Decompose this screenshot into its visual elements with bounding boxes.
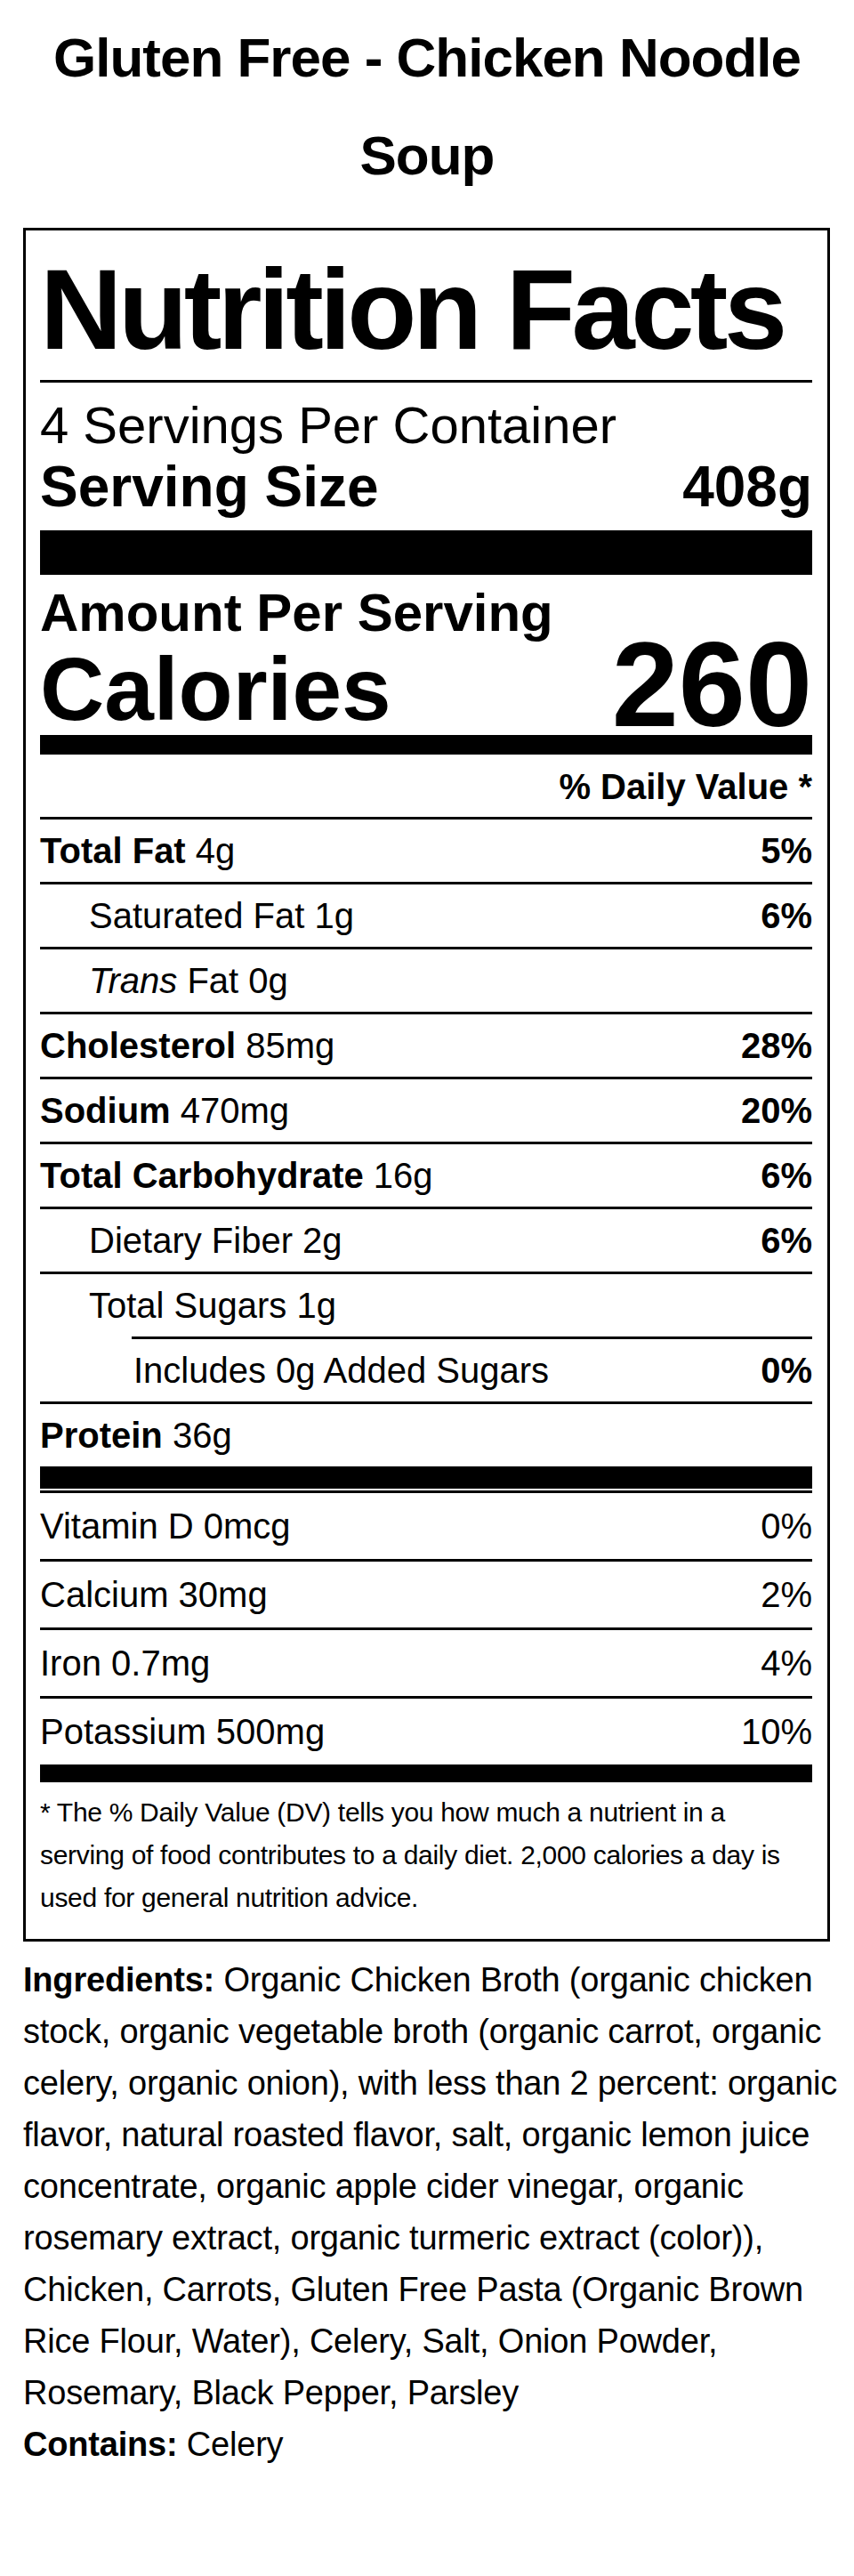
nutrient-row: Saturated Fat 1g 6%: [40, 884, 812, 949]
nutrient-row: Trans Fat 0g: [40, 949, 812, 1014]
nutrient-row-label: Total Sugars 1g: [40, 1286, 336, 1325]
nutrient-row-label: Saturated Fat 1g: [40, 896, 354, 935]
nutrient-row: Sodium 470mg 20%: [40, 1079, 812, 1144]
nutrient-row-label: Sodium 470mg: [40, 1091, 289, 1130]
vitamin-row-daily-value: 10%: [741, 1712, 812, 1751]
calories-label: Calories: [40, 642, 391, 735]
footnote: * The % Daily Value (DV) tells you how m…: [40, 1782, 812, 1939]
vitamin-row-label: Vitamin D 0mcg: [40, 1506, 291, 1546]
vitamin-row: Potassium 500mg 10%: [40, 1699, 812, 1764]
calories-value: 260: [612, 635, 812, 735]
vitamin-row: Iron 0.7mg 4%: [40, 1630, 812, 1699]
nutrient-row-label: Total Carbohydrate 16g: [40, 1156, 433, 1195]
nutrient-row-label: Includes 0g Added Sugars: [40, 1351, 549, 1390]
contains-label: Contains:: [23, 2426, 177, 2463]
vitamin-row-daily-value: 2%: [761, 1575, 812, 1614]
ingredients-text: Organic Chicken Broth (organic chicken s…: [23, 1961, 837, 2411]
vitamin-row-daily-value: 0%: [761, 1506, 812, 1546]
nutrient-row: Dietary Fiber 2g 6%: [40, 1209, 812, 1274]
nutrient-row-label: Cholesterol 85mg: [40, 1026, 334, 1065]
nutrient-row-label: Total Fat 4g: [40, 831, 235, 870]
nutrient-row: Includes 0g Added Sugars 0%: [40, 1339, 812, 1404]
page-title: Gluten Free - Chicken Noodle Soup: [0, 0, 854, 205]
divider-thick: [40, 530, 812, 575]
vitamin-rows: Vitamin D 0mcg 0% Calcium 30mg 2% Iron 0.7mg…: [40, 1493, 812, 1764]
serving-size-row: Serving Size 408g: [40, 456, 812, 518]
nutrient-rows: Total Fat 4g 5% Saturated Fat 1g 6% Trans Fa…: [40, 820, 812, 1466]
nutrient-row-daily-value: 20%: [741, 1091, 812, 1130]
nutrient-row-daily-value: 6%: [761, 896, 812, 935]
nutrient-row: Cholesterol 85mg 28%: [40, 1014, 812, 1079]
nutrient-row: Protein 36g: [40, 1404, 812, 1466]
nutrient-row-daily-value: 6%: [761, 1221, 812, 1260]
nutrient-row-daily-value: 6%: [761, 1156, 812, 1195]
nutrition-facts-panel: Nutrition Facts 4 Servings Per Container…: [23, 228, 830, 1942]
nutrient-row-label: Trans Fat 0g: [40, 961, 288, 1000]
vitamin-row: Vitamin D 0mcg 0%: [40, 1493, 812, 1562]
nutrient-row-daily-value: 0%: [761, 1351, 812, 1390]
nutrient-row: Total Carbohydrate 16g 6%: [40, 1144, 812, 1209]
ingredients-paragraph: Ingredients: Organic Chicken Broth (orga…: [23, 1954, 843, 2419]
contains-text: Celery: [177, 2426, 283, 2463]
divider-before-footnote: [40, 1764, 812, 1782]
vitamin-row-daily-value: 4%: [761, 1643, 812, 1683]
daily-value-header: % Daily Value *: [40, 755, 812, 820]
vitamin-row-label: Calcium 30mg: [40, 1575, 268, 1614]
calories-row: Calories 260: [40, 635, 812, 735]
ingredients-section: Ingredients: Organic Chicken Broth (orga…: [23, 1954, 843, 2470]
nutrition-facts-title: Nutrition Facts: [40, 230, 812, 383]
divider-after-protein: [40, 1466, 812, 1489]
nutrient-row-label: Dietary Fiber 2g: [40, 1221, 342, 1260]
servings-per-container: 4 Servings Per Container: [40, 397, 812, 454]
vitamin-row: Calcium 30mg 2%: [40, 1562, 812, 1630]
nutrient-row: Total Sugars 1g: [40, 1274, 812, 1336]
vitamin-row-label: Potassium 500mg: [40, 1712, 325, 1751]
serving-size-label: Serving Size: [40, 456, 379, 518]
nutrient-row: Total Fat 4g 5%: [40, 820, 812, 884]
nutrient-row-daily-value: 28%: [741, 1026, 812, 1065]
nutrient-row-label: Protein 36g: [40, 1416, 232, 1455]
vitamin-row-label: Iron 0.7mg: [40, 1643, 210, 1683]
contains-line: Contains: Celery: [23, 2419, 843, 2470]
serving-size-value: 408g: [682, 456, 812, 518]
ingredients-label: Ingredients:: [23, 1961, 214, 1999]
nutrient-row-daily-value: 5%: [761, 831, 812, 870]
